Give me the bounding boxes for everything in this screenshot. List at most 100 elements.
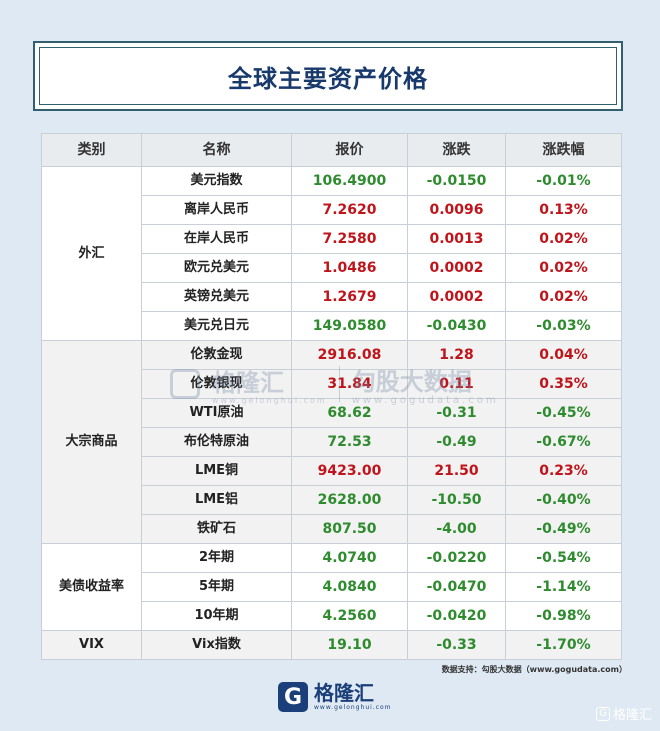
price-cell: 4.2560	[291, 601, 408, 631]
header-change-pct: 涨跌幅	[505, 133, 622, 167]
change-cell: -0.0430	[407, 311, 506, 341]
change-cell: 0.0002	[407, 253, 506, 283]
change-pct-cell: 0.23%	[505, 456, 622, 486]
table-row: 10年期 4.2560 -0.0420 -0.98%	[42, 601, 622, 631]
change-pct-cell: -0.49%	[505, 514, 622, 544]
table-row: 5年期 4.0840 -0.0470 -1.14%	[42, 572, 622, 602]
table-row: 英镑兑美元 1.2679 0.0002 0.02%	[42, 282, 622, 312]
footer-url: www.gelonghui.com	[314, 704, 392, 711]
name-cell: 伦敦金现	[141, 340, 292, 370]
change-pct-cell: -0.01%	[505, 166, 622, 196]
name-cell: 英镑兑美元	[141, 282, 292, 312]
table-header-row: 类别 名称 报价 涨跌 涨跌幅	[41, 133, 622, 167]
name-cell: 10年期	[141, 601, 292, 631]
change-pct-cell: -1.14%	[505, 572, 622, 602]
price-cell: 2916.08	[291, 340, 408, 370]
table-row: LME铝 2628.00 -10.50 -0.40%	[42, 485, 622, 515]
change-cell: 0.0013	[407, 224, 506, 254]
change-cell: -0.0150	[407, 166, 506, 196]
table-row: 美债收益率 2年期 4.0740 -0.0220 -0.54%	[41, 543, 622, 631]
price-cell: 19.10	[291, 630, 408, 660]
footer-brand-block: 格隆汇 www.gelonghui.com	[314, 683, 392, 711]
change-cell: -0.0220	[407, 543, 506, 573]
change-cell: 1.28	[407, 340, 506, 370]
price-cell: 149.0580	[291, 311, 408, 341]
change-cell: 0.11	[407, 369, 506, 399]
table-body: 外汇 美元指数 106.4900 -0.0150 -0.01% 离岸人民币 7.2620 0.…	[41, 166, 622, 660]
table-row: 外汇 美元指数 106.4900 -0.0150 -0.01%	[41, 166, 622, 341]
change-pct-cell: 0.04%	[505, 340, 622, 370]
name-cell: WTI原油	[141, 398, 292, 428]
category-cell: VIX	[41, 630, 142, 660]
header-change: 涨跌	[407, 133, 506, 167]
name-cell: Vix指数	[141, 630, 292, 660]
name-cell: 伦敦银现	[141, 369, 292, 399]
price-cell: 68.62	[291, 398, 408, 428]
price-cell: 1.2679	[291, 282, 408, 312]
footer-logo: G 格隆汇 www.gelonghui.com	[278, 678, 392, 716]
name-cell: 离岸人民币	[141, 195, 292, 225]
logo-g-icon: G	[278, 682, 308, 712]
change-pct-cell: -0.45%	[505, 398, 622, 428]
change-pct-cell: 0.02%	[505, 282, 622, 312]
price-cell: 7.2620	[291, 195, 408, 225]
table-row: WTI原油 68.62 -0.31 -0.45%	[42, 398, 622, 428]
name-cell: 在岸人民币	[141, 224, 292, 254]
name-cell: 铁矿石	[141, 514, 292, 544]
corner-brand: 格隆汇	[612, 708, 652, 723]
corner-watermark: G 格隆汇	[595, 704, 652, 723]
price-cell: 807.50	[291, 514, 408, 544]
change-cell: -0.0420	[407, 601, 506, 631]
change-pct-cell: -0.03%	[505, 311, 622, 341]
change-pct-cell: -0.67%	[505, 427, 622, 457]
name-cell: 美元指数	[141, 166, 292, 196]
change-pct-cell: -0.54%	[505, 543, 622, 573]
name-cell: 布伦特原油	[141, 427, 292, 457]
price-cell: 9423.00	[291, 456, 408, 486]
category-cell: 外汇	[41, 166, 142, 341]
name-cell: 美元兑日元	[141, 311, 292, 341]
change-cell: -0.33	[407, 630, 506, 660]
change-pct-cell: 0.02%	[505, 224, 622, 254]
change-cell: 0.0096	[407, 195, 506, 225]
name-cell: 欧元兑美元	[141, 253, 292, 283]
change-cell: -4.00	[407, 514, 506, 544]
name-cell: 2年期	[141, 543, 292, 573]
change-pct-cell: 0.35%	[505, 369, 622, 399]
header-category: 类别	[41, 133, 142, 167]
corner-logo-icon: G	[595, 706, 610, 721]
category-cell: 大宗商品	[41, 340, 142, 544]
price-cell: 106.4900	[291, 166, 408, 196]
asset-price-table: 类别 名称 报价 涨跌 涨跌幅 外汇 美元指数 106.4900 -0.0150 -0.…	[41, 133, 622, 660]
table-row: LME铜 9423.00 21.50 0.23%	[42, 456, 622, 486]
name-cell: 5年期	[141, 572, 292, 602]
table-row: 伦敦银现 31.84 0.11 0.35%	[42, 369, 622, 399]
table-row: 离岸人民币 7.2620 0.0096 0.13%	[42, 195, 622, 225]
header-name: 名称	[141, 133, 292, 167]
footer-brand: 格隆汇	[314, 681, 374, 705]
change-pct-cell: -0.40%	[505, 485, 622, 515]
title-box: 全球主要资产价格	[33, 41, 623, 111]
price-cell: 1.0486	[291, 253, 408, 283]
change-cell: -0.0470	[407, 572, 506, 602]
change-cell: 21.50	[407, 456, 506, 486]
page-title: 全球主要资产价格	[228, 64, 428, 93]
table-row: 大宗商品 伦敦金现 2916.08 1.28 0.04%	[41, 340, 622, 544]
category-cell: 美债收益率	[41, 543, 142, 631]
change-pct-cell: 0.13%	[505, 195, 622, 225]
table-row: 在岸人民币 7.2580 0.0013 0.02%	[42, 224, 622, 254]
change-cell: -10.50	[407, 485, 506, 515]
price-cell: 2628.00	[291, 485, 408, 515]
source-note: 数据支持：勾股大数据（www.gogudata.com）	[441, 665, 627, 674]
title-frame: 全球主要资产价格	[39, 47, 617, 105]
name-cell: LME铝	[141, 485, 292, 515]
price-cell: 72.53	[291, 427, 408, 457]
change-pct-cell: -0.98%	[505, 601, 622, 631]
change-cell: -0.31	[407, 398, 506, 428]
header-price: 报价	[291, 133, 408, 167]
name-cell: LME铜	[141, 456, 292, 486]
price-cell: 4.0740	[291, 543, 408, 573]
table-row: 欧元兑美元 1.0486 0.0002 0.02%	[42, 253, 622, 283]
table-row: VIX Vix指数 19.10 -0.33 -1.70%	[41, 630, 622, 660]
change-cell: -0.49	[407, 427, 506, 457]
